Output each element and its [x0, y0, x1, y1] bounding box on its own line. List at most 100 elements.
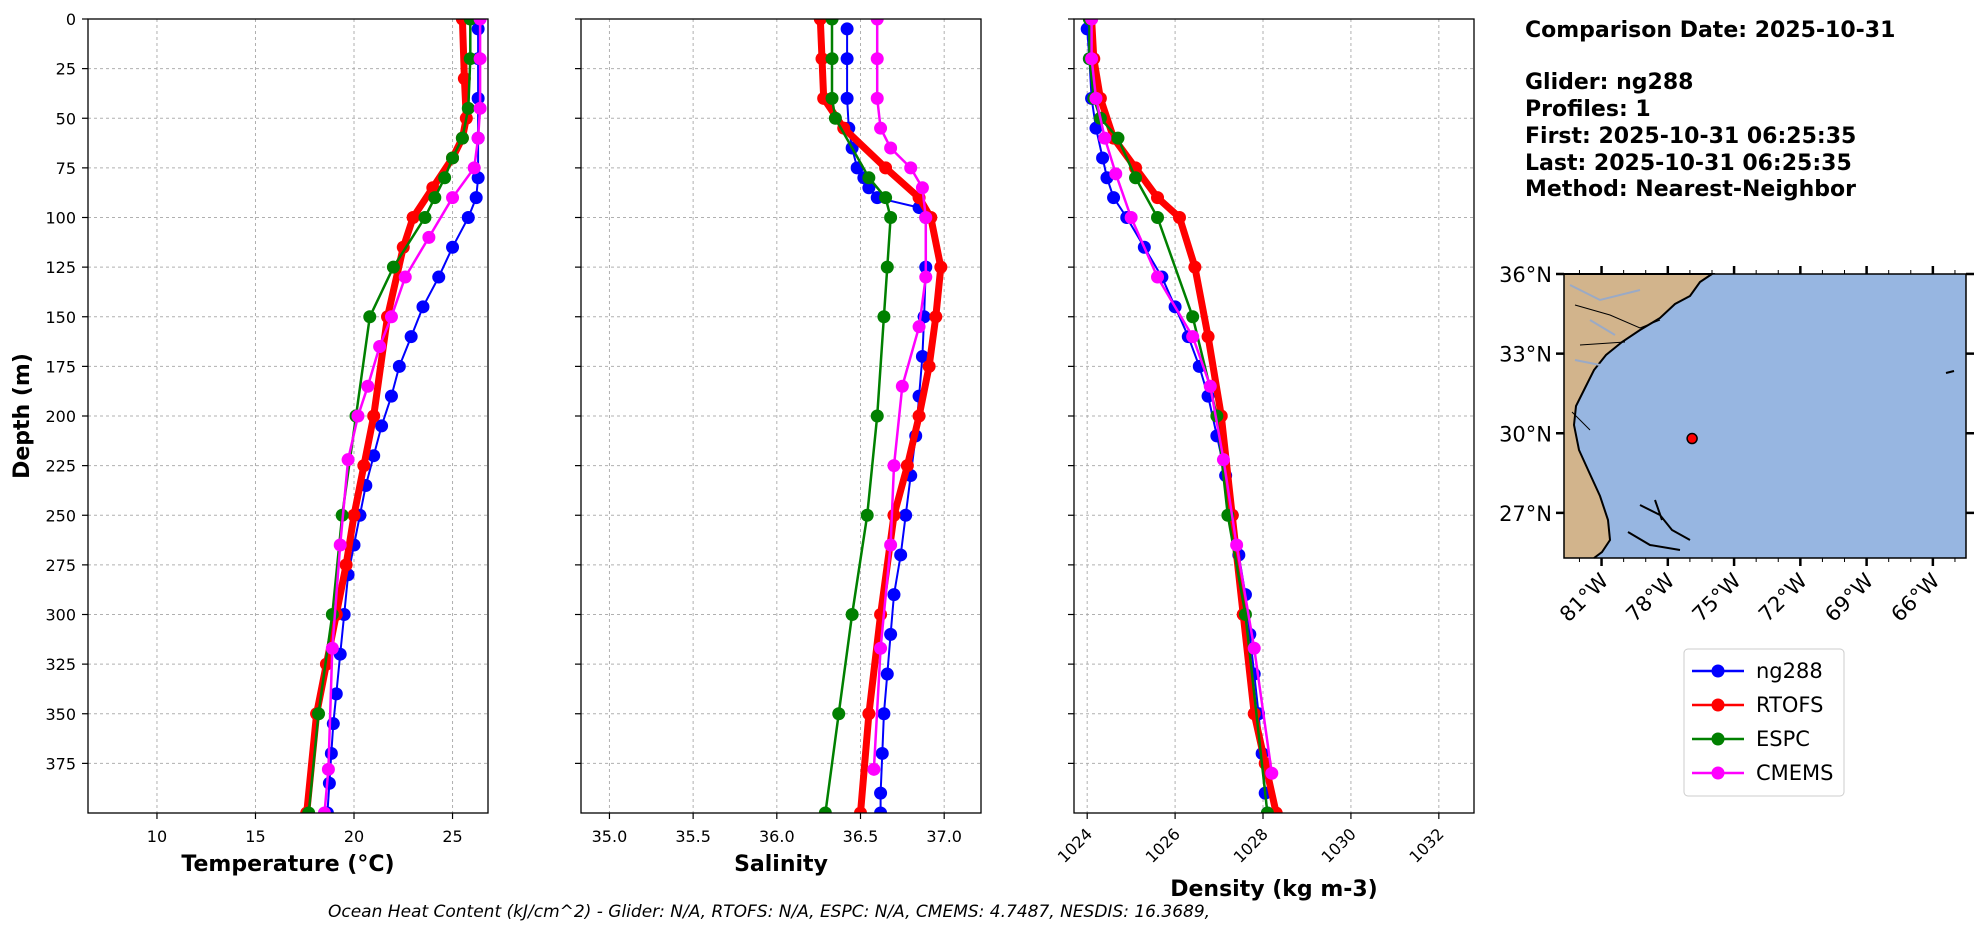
info-comparison-date: Comparison Date: 2025-10-31 [1525, 18, 1895, 43]
data-point-rtofs [862, 707, 876, 721]
map-lat-label: 33°N [1499, 343, 1552, 367]
data-point-espc [1151, 211, 1165, 224]
data-point-cmems [1098, 131, 1112, 145]
data-point-cmems [1085, 52, 1099, 66]
data-point-cmems [870, 91, 884, 105]
data-point-cmems [874, 121, 888, 135]
data-point-rtofs [900, 459, 914, 473]
glider-position-marker [1686, 432, 1698, 445]
data-point-rtofs [406, 211, 420, 224]
data-point-ng288 [880, 667, 894, 681]
data-point-rtofs [1188, 260, 1202, 274]
data-point-rtofs [1172, 211, 1186, 224]
data-point-ng288 [416, 300, 430, 314]
y-tick-label: 325 [45, 655, 76, 674]
data-point-cmems [1265, 766, 1279, 780]
map-lon-label: 75°W [1688, 568, 1746, 626]
data-point-espc [363, 310, 377, 324]
legend-marker-espc [1711, 732, 1725, 746]
data-point-cmems [473, 52, 487, 66]
data-point-rtofs [1151, 191, 1165, 205]
data-point-espc [870, 409, 884, 423]
data-point-ng288 [392, 359, 406, 373]
map-lon-label: 81°W [1555, 568, 1613, 626]
y-tick-label: 375 [45, 754, 76, 773]
data-point-rtofs [426, 181, 440, 195]
legend-marker-rtofs [1711, 698, 1725, 712]
data-point-rtofs [813, 19, 827, 26]
map-lat-label: 30°N [1499, 422, 1552, 446]
data-point-cmems [1151, 270, 1165, 284]
data-point-cmems [351, 409, 365, 423]
y-tick-label: 175 [45, 357, 76, 376]
data-point-espc [446, 151, 460, 165]
data-point-cmems [1089, 91, 1103, 105]
legend-label-cmems: CMEMS [1756, 761, 1834, 785]
data-point-espc [880, 260, 894, 274]
data-point-espc [325, 608, 339, 621]
data-point-cmems [1109, 167, 1123, 181]
data-point-rtofs [887, 508, 901, 522]
data-point-espc [825, 91, 839, 105]
data-point-rtofs [1201, 330, 1215, 344]
x-tick-label: 1026 [1142, 824, 1184, 866]
data-point-espc [845, 608, 859, 621]
data-point-ng288 [471, 171, 485, 185]
data-point-cmems [446, 191, 460, 205]
data-point-espc [832, 707, 846, 721]
y-tick-label: 250 [45, 506, 76, 525]
data-point-espc [463, 19, 477, 26]
data-point-cmems [398, 270, 412, 284]
map-lon-label: 78°W [1621, 568, 1679, 626]
data-point-ng288 [324, 746, 338, 760]
data-point-ng288 [329, 687, 343, 701]
x-tick-label: 10 [147, 827, 167, 846]
data-point-ng288 [1096, 151, 1110, 165]
x-tick-label: 25 [442, 827, 462, 846]
data-point-ng288 [894, 548, 908, 562]
data-point-cmems [473, 19, 487, 26]
y-tick-label: 75 [56, 159, 76, 178]
data-point-ng288 [404, 330, 418, 344]
map-frame [1563, 273, 1967, 559]
data-point-ng288 [461, 211, 475, 224]
series-group [813, 19, 948, 813]
info-first: First: 2025-10-31 06:25:35 [1525, 124, 1856, 149]
data-point-cmems [915, 181, 929, 195]
data-point-cmems [317, 806, 331, 813]
data-point-espc [860, 508, 874, 522]
data-point-cmems [919, 270, 933, 284]
data-point-ng288 [375, 419, 389, 433]
x-tick-label: 37.0 [926, 827, 962, 846]
data-point-cmems [887, 459, 901, 473]
data-point-cmems [870, 19, 884, 26]
y-tick-label: 0 [66, 10, 76, 29]
data-point-cmems [473, 101, 487, 115]
x-tick-label: 20 [344, 827, 364, 846]
data-point-ng288 [446, 240, 460, 254]
y-tick-label: 225 [45, 457, 76, 476]
legend-label-rtofs: RTOFS [1756, 693, 1823, 717]
y-tick-label: 300 [45, 606, 76, 625]
x-tick-label: 35.0 [592, 827, 628, 846]
data-point-rtofs [929, 310, 943, 324]
y-axis-label: Depth (m) [10, 353, 35, 479]
map-rivers [1569, 284, 1641, 366]
data-point-ng288 [874, 806, 888, 813]
data-point-ng288 [469, 191, 483, 205]
legend-marker-cmems [1711, 766, 1725, 780]
map-lon-label: 72°W [1754, 568, 1812, 626]
data-point-rtofs [339, 558, 353, 572]
data-point-rtofs [879, 161, 893, 175]
map-lon-label: 66°W [1886, 568, 1944, 626]
data-point-espc [461, 101, 475, 115]
data-point-rtofs [1247, 707, 1261, 721]
data-point-ng288 [840, 91, 854, 105]
data-point-ng288 [432, 270, 446, 284]
legend: ng288 RTOFS ESPC CMEMS [1683, 648, 1845, 797]
x-axis-label: Salinity [734, 852, 828, 877]
data-point-ng288 [899, 508, 913, 522]
series-line-ng288 [1086, 28, 1269, 813]
data-point-espc [455, 131, 469, 145]
